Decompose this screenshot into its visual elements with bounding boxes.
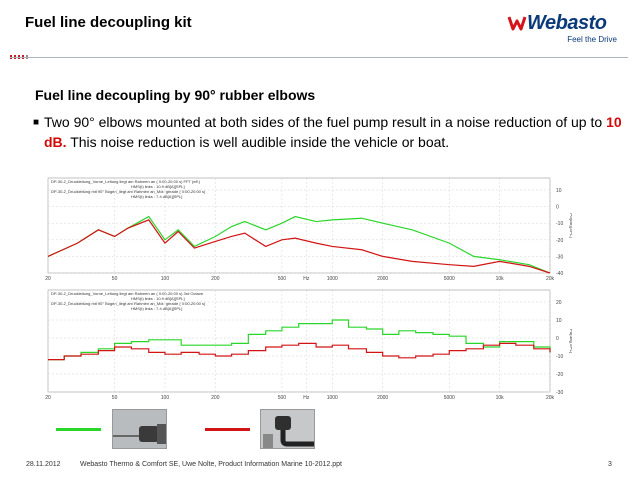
- x-tick-label: 2000: [377, 395, 388, 401]
- noise-measurement-chart: DP-30-2_Druckleitung_Vorne_Leitung liegt…: [32, 172, 574, 406]
- y-tick-label: 0: [556, 336, 559, 342]
- fuel-line-photo-straight: [112, 409, 167, 449]
- footer-text: Webasto Thermo & Comfort SE, Uwe Nolte, …: [80, 461, 342, 468]
- footer-date: 28.11.2012: [26, 461, 61, 468]
- y-tick-label: 0: [556, 205, 559, 211]
- y-axis-label: Pa[dB][SPL]: [569, 213, 572, 238]
- y-tick-label: -40: [556, 271, 563, 277]
- y-tick-label: 10: [556, 188, 562, 194]
- legend-line: DP-30-2_Druckleitung mit 90° Bogen_liegt…: [51, 189, 206, 194]
- x-tick-label: 100: [161, 395, 170, 401]
- x-tick-label: Hz: [303, 395, 310, 401]
- x-tick-label: 5000: [444, 276, 455, 282]
- x-tick-label: 100: [161, 276, 170, 282]
- legend-line: DP-30-2_Druckleitung mit 90° Bogen_liegt…: [51, 301, 206, 306]
- bullet-highlight: 10 dB.: [44, 114, 622, 150]
- x-tick-label: 500: [278, 395, 287, 401]
- x-tick-label: 50: [112, 395, 118, 401]
- bullet-text: Two 90° elbows mounted at both sides of …: [44, 113, 623, 152]
- x-tick-label: 500: [278, 276, 287, 282]
- fuel-pump-straight-photo-icon: [113, 410, 166, 448]
- header-divider: [10, 57, 628, 58]
- red-legend-swatch: [205, 428, 250, 431]
- page-number: 3: [608, 461, 612, 468]
- legend-line: HMS(t) links : 10.9 dB[A][SPL]: [131, 296, 185, 301]
- x-tick-label: Hz: [303, 276, 310, 282]
- y-tick-label: 20: [556, 300, 562, 306]
- x-tick-label: 10k: [496, 395, 505, 401]
- y-tick-label: -30: [556, 390, 563, 396]
- x-tick-label: 1000: [327, 276, 338, 282]
- bullet-point: ■ Two 90° elbows mounted at both sides o…: [33, 113, 623, 152]
- series-line-red: [47, 219, 551, 274]
- x-tick-label: 10k: [496, 276, 505, 282]
- series-line-red: [48, 342, 551, 361]
- logo-tagline: Feel the Drive: [567, 35, 617, 44]
- fuel-line-photo-elbow: [260, 409, 315, 449]
- y-tick-label: -20: [556, 372, 563, 378]
- x-tick-label: 20: [45, 395, 51, 401]
- legend-line: DP-30-2_Druckleitung_Vorne_Leitung liegt…: [51, 179, 201, 184]
- bullet-square-icon: ■: [33, 117, 40, 128]
- y-tick-label: -30: [556, 254, 563, 260]
- logo-wordmark: Webasto: [527, 12, 607, 34]
- chart-svg: DP-30-2_Druckleitung_Vorne_Leitung liegt…: [45, 177, 574, 401]
- x-tick-label: 200: [211, 276, 220, 282]
- x-tick-label: 20: [45, 276, 51, 282]
- y-axis-label: Pa[dB][SPL]: [569, 329, 572, 354]
- series-line-green: [48, 319, 551, 361]
- y-tick-label: -20: [556, 238, 563, 244]
- bullet-text-before: Two 90° elbows mounted at both sides of …: [44, 114, 607, 130]
- x-tick-label: 2000: [377, 276, 388, 282]
- slide-title: Fuel line decoupling kit: [25, 14, 192, 31]
- green-legend-swatch: [56, 428, 101, 431]
- x-tick-label: 20k: [546, 395, 555, 401]
- legend-line: DP-30-2_Druckleitung_Vorne_Leitung liegt…: [51, 291, 204, 296]
- webasto-w-mark-icon: [507, 16, 527, 31]
- slide-subtitle: Fuel line decoupling by 90° rubber elbow…: [35, 87, 316, 103]
- y-tick-label: 10: [556, 318, 562, 324]
- legend-line: HMS(t) links : 7.4 dB[A][SPL]: [131, 194, 182, 199]
- y-tick-label: -10: [556, 354, 563, 360]
- fuel-pump-elbow-photo-icon: [261, 410, 314, 448]
- legend-line: HMS(t) links : 7.4 dB[A][SPL]: [131, 306, 182, 311]
- x-tick-label: 200: [211, 395, 220, 401]
- x-tick-label: 50: [112, 276, 118, 282]
- x-tick-label: 5000: [444, 395, 455, 401]
- x-tick-label: 1000: [327, 395, 338, 401]
- x-tick-label: 20k: [546, 276, 555, 282]
- webasto-logo: Webasto Feel the Drive: [505, 10, 617, 48]
- y-tick-label: -10: [556, 221, 563, 227]
- bullet-text-after: This noise reduction is well audible ins…: [66, 133, 450, 150]
- legend-line: HMS(t) links : 10.9 dB[A][SPL]: [131, 184, 185, 189]
